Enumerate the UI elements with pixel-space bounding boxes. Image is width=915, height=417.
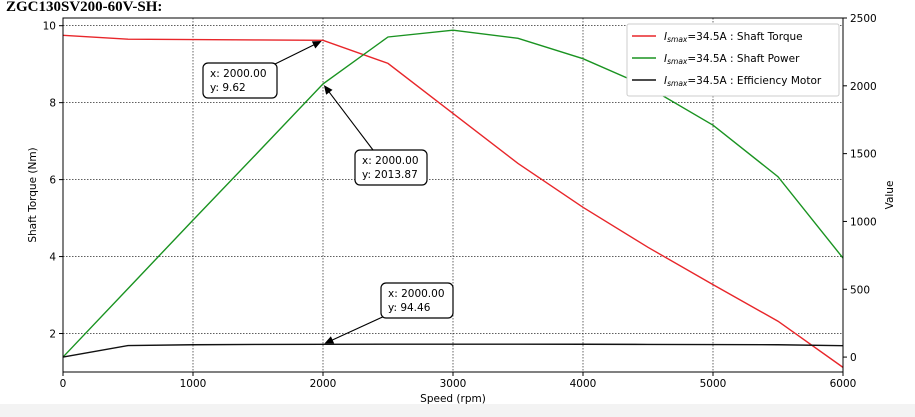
y2-tick-label: 1500 bbox=[850, 149, 877, 161]
series-line-0 bbox=[62, 34, 844, 368]
y2-axis-label: Value bbox=[884, 181, 896, 210]
y2-tick-label: 2000 bbox=[850, 81, 877, 93]
x-tick-label: 1000 bbox=[180, 378, 207, 390]
y2-tick-label: 1000 bbox=[850, 216, 877, 228]
annotation-y-text-2: y: 94.46 bbox=[388, 302, 431, 314]
annotation-box-2 bbox=[380, 282, 454, 319]
x-tick-label: 2000 bbox=[310, 378, 337, 390]
y-tick-label: 6 bbox=[49, 175, 56, 187]
y-tick-label: 4 bbox=[49, 252, 56, 264]
annotation-arrow-1 bbox=[327, 90, 374, 151]
y-tick-label: 10 bbox=[43, 21, 56, 33]
x-tick-label: 6000 bbox=[830, 378, 857, 390]
series-line-1 bbox=[62, 29, 844, 358]
y-tick-label: 8 bbox=[49, 98, 56, 110]
annotation-arrowhead-2 bbox=[324, 336, 335, 344]
legend-entry-0: Ismax=34.5A : Shaft Torque bbox=[664, 31, 803, 44]
annotation-box-1 bbox=[354, 149, 428, 186]
y-axis-label: Shaft Torque (Nm) bbox=[27, 147, 39, 242]
annotation-arrow-0 bbox=[270, 43, 316, 67]
series-line-2 bbox=[62, 343, 844, 358]
x-tick-label: 0 bbox=[60, 378, 67, 390]
chart-title: ZGC130SV200-60V-SH: bbox=[6, 0, 163, 15]
legend-box bbox=[626, 23, 840, 97]
annotation-y-text-1: y: 2013.87 bbox=[362, 169, 418, 181]
annotation-arrowhead-1 bbox=[323, 85, 333, 95]
annotation-arrowhead-0 bbox=[311, 40, 322, 49]
x-tick-label: 5000 bbox=[700, 378, 727, 390]
x-axis-label: Speed (rpm) bbox=[420, 393, 486, 405]
x-tick-label: 4000 bbox=[570, 378, 597, 390]
bottom-strip bbox=[0, 404, 915, 417]
y2-tick-label: 2500 bbox=[850, 13, 877, 25]
y-tick-label: 2 bbox=[49, 329, 56, 341]
annotation-x-text-0: x: 2000.00 bbox=[210, 68, 267, 80]
legend-entry-2: Ismax=34.5A : Efficiency Motor bbox=[664, 75, 822, 88]
x-tick-label: 3000 bbox=[440, 378, 467, 390]
annotation-box-0 bbox=[202, 62, 278, 99]
legend-entry-1: Ismax=34.5A : Shaft Power bbox=[664, 53, 800, 66]
y2-tick-label: 0 bbox=[850, 352, 857, 364]
y2-tick-label: 500 bbox=[850, 284, 870, 296]
annotation-x-text-1: x: 2000.00 bbox=[362, 155, 419, 167]
annotation-y-text-0: y: 9.62 bbox=[210, 82, 246, 94]
annotation-x-text-2: x: 2000.00 bbox=[388, 288, 445, 300]
annotation-arrow-2 bbox=[330, 314, 388, 342]
